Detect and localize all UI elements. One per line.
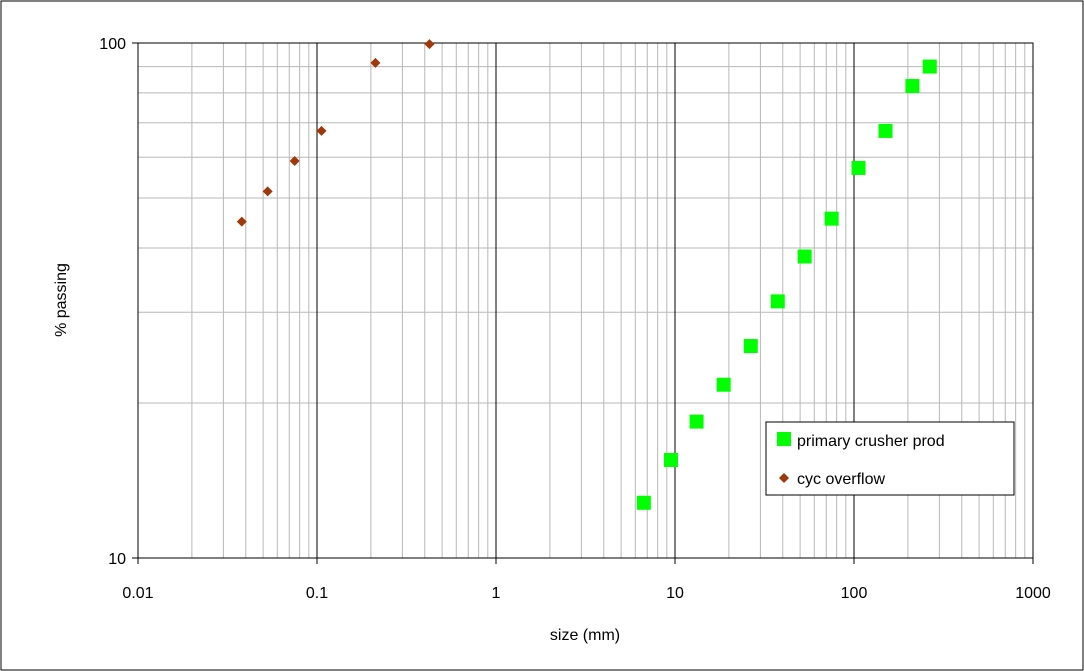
point-primary-crusher-prod xyxy=(824,211,839,226)
x-axis-label: size (mm) xyxy=(550,627,620,644)
point-cyc-overflow xyxy=(424,39,435,50)
point-cyc-overflow xyxy=(236,216,247,227)
point-primary-crusher-prod xyxy=(636,495,651,510)
point-primary-crusher-prod xyxy=(851,160,866,175)
legend-label-cyc-overflow: cyc overflow xyxy=(797,471,885,488)
x-tick-label: 10 xyxy=(666,585,684,602)
plot-area xyxy=(137,42,1034,559)
x-tick-label: 0.01 xyxy=(122,585,153,602)
point-primary-crusher-prod xyxy=(922,59,937,74)
point-primary-crusher-prod xyxy=(797,249,812,264)
legend-label-primary-crusher-prod: primary crusher prod xyxy=(797,433,945,450)
point-primary-crusher-prod xyxy=(716,377,731,392)
y-tick-label: 10 xyxy=(108,551,126,568)
legend-swatch-cyc-overflow xyxy=(779,473,789,483)
legend-box xyxy=(765,421,1015,496)
legend-swatch-primary-crusher-prod xyxy=(777,432,791,446)
point-cyc-overflow xyxy=(316,125,327,136)
point-primary-crusher-prod xyxy=(664,452,679,467)
x-tick-label: 100 xyxy=(841,585,868,602)
point-primary-crusher-prod xyxy=(770,294,785,309)
x-tick-label: 1 xyxy=(492,585,501,602)
point-cyc-overflow xyxy=(262,186,273,197)
point-primary-crusher-prod xyxy=(743,339,758,354)
y-axis-label: % passing xyxy=(53,263,70,337)
point-cyc-overflow xyxy=(289,156,300,167)
x-tick-label: 1000 xyxy=(1015,585,1051,602)
x-axis-ticks: 0.01 0.1 1 10 100 1000 xyxy=(122,558,1051,602)
data-points xyxy=(236,39,937,510)
x-tick-label: 0.1 xyxy=(306,585,328,602)
y-tick-label: 100 xyxy=(99,36,126,53)
point-primary-crusher-prod xyxy=(878,123,893,138)
y-axis-ticks: 10 100 xyxy=(99,36,138,568)
point-primary-crusher-prod xyxy=(905,79,920,94)
legend: primary crusher prod cyc overflow xyxy=(765,421,1015,496)
point-cyc-overflow xyxy=(370,57,381,68)
point-primary-crusher-prod xyxy=(689,414,704,429)
